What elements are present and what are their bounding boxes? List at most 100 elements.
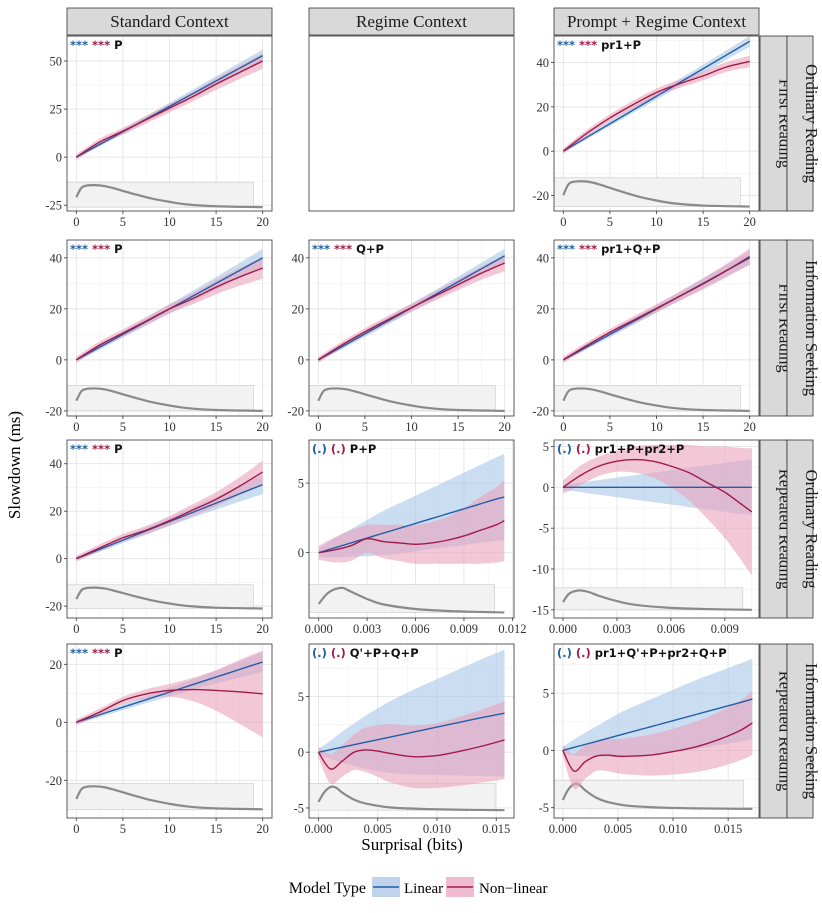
y-tick-label: 20 bbox=[292, 302, 305, 316]
x-tick-label: 0.005 bbox=[604, 822, 632, 836]
y-tick-label: 20 bbox=[537, 302, 550, 316]
row-strip-2-0 bbox=[759, 439, 788, 619]
y-tick-label: 20 bbox=[537, 100, 550, 114]
y-tick-label: 40 bbox=[537, 56, 550, 70]
panel-r3-c1: -5 0 5 0.000 0.005 0.010 0.015 (.) (.) Q'+P+Q+P bbox=[294, 643, 515, 836]
x-tick-label: 0.010 bbox=[423, 822, 451, 836]
y-tick-label: 0 bbox=[56, 552, 62, 566]
x-tick-label: 15 bbox=[697, 215, 710, 229]
y-tick-label: 40 bbox=[50, 251, 63, 265]
panel-r0-c1 bbox=[308, 35, 515, 212]
linear-line bbox=[76, 661, 263, 723]
significance-label: *** *** P bbox=[70, 646, 123, 660]
linear-line bbox=[562, 40, 751, 152]
row-strip-0-1 bbox=[786, 35, 814, 212]
significance-label: *** *** pr1+P bbox=[557, 38, 641, 52]
density-curve bbox=[317, 586, 505, 614]
x-tick-label: 20 bbox=[743, 215, 756, 229]
x-tick-label: 0.003 bbox=[353, 622, 381, 636]
x-tick-label: 0 bbox=[73, 420, 79, 434]
density-inset bbox=[309, 783, 496, 811]
y-tick-label: 5 bbox=[543, 687, 549, 701]
x-tick-label: 5 bbox=[120, 215, 126, 229]
x-tick-label: 0.009 bbox=[450, 622, 478, 636]
significance-label: *** *** P bbox=[70, 442, 123, 456]
y-tick-label: -20 bbox=[532, 404, 549, 418]
y-tick-label: -15 bbox=[532, 603, 549, 617]
nonlinear-line bbox=[76, 471, 264, 560]
panel-border bbox=[308, 439, 515, 619]
x-tick-label: 0.006 bbox=[401, 622, 429, 636]
x-axis-label: Surprisal (bits) bbox=[361, 835, 463, 854]
column-strip-0 bbox=[66, 7, 273, 36]
x-tick-label: 20 bbox=[256, 622, 269, 636]
legend: Model Type Linear Non−linear bbox=[289, 877, 547, 897]
x-tick-label: 0.009 bbox=[711, 622, 739, 636]
y-tick-label: 5 bbox=[543, 440, 549, 454]
density-curve bbox=[75, 586, 263, 610]
x-tick-label: 0 bbox=[73, 215, 79, 229]
density-curve bbox=[562, 180, 750, 208]
y-tick-label: 0 bbox=[56, 151, 62, 165]
significance-label: *** *** Q+P bbox=[312, 242, 384, 256]
x-tick-label: 0 bbox=[315, 420, 321, 434]
nonlinear-line bbox=[562, 255, 751, 361]
significance-label: (.) (.) pr1+Q'+P+pr2+Q+P bbox=[557, 646, 727, 660]
panel-r2-c2: -15 -10 -5 0 5 0.000 0.003 0.006 0.009 (.) (.) pr1+… bbox=[532, 439, 760, 636]
y-tick-label: 0 bbox=[543, 481, 549, 495]
y-tick-label: -10 bbox=[532, 563, 549, 577]
nonlinear-ci-band bbox=[76, 650, 263, 738]
y-tick-label: 40 bbox=[292, 251, 305, 265]
x-tick-label: 15 bbox=[697, 420, 710, 434]
nonlinear-ci-band bbox=[318, 480, 505, 564]
nonlinear-line bbox=[562, 458, 753, 513]
row-strip-label-0-1: Ordinary Reading bbox=[802, 64, 821, 183]
x-tick-label: 5 bbox=[362, 420, 368, 434]
panel-border bbox=[308, 643, 515, 819]
x-tick-label: 10 bbox=[650, 420, 663, 434]
x-tick-label: 0.000 bbox=[549, 622, 577, 636]
y-tick-label: -20 bbox=[45, 774, 62, 788]
x-tick-label: 20 bbox=[498, 420, 511, 434]
y-tick-label: -20 bbox=[45, 404, 62, 418]
y-tick-label: -5 bbox=[294, 801, 304, 815]
column-strip-label-2: Prompt + Regime Context bbox=[567, 12, 746, 31]
y-tick-label: 5 bbox=[298, 477, 304, 491]
column-strip-label-1: Regime Context bbox=[356, 12, 467, 31]
row-strip-1-0 bbox=[759, 239, 788, 417]
y-tick-label: -25 bbox=[45, 199, 62, 213]
nonlinear-line bbox=[317, 262, 505, 361]
nonlinear-line bbox=[562, 60, 750, 152]
x-tick-label: 5 bbox=[120, 420, 126, 434]
panel-r3-c0: -20 0 20 0 5 10 15 20 *** *** P bbox=[45, 643, 273, 836]
row-strip-label-1-1: Information Seeking bbox=[802, 260, 821, 396]
density-curve bbox=[317, 785, 505, 812]
y-tick-label: 0 bbox=[56, 353, 62, 367]
y-tick-label: -20 bbox=[532, 189, 549, 203]
row-strip-1-1 bbox=[786, 239, 814, 417]
y-tick-label: -20 bbox=[45, 600, 62, 614]
y-tick-label: 20 bbox=[50, 658, 63, 672]
legend-title: Model Type bbox=[289, 880, 366, 897]
y-tick-label: -20 bbox=[287, 404, 304, 418]
x-tick-label: 0 bbox=[73, 822, 79, 836]
nonlinear-ci-band bbox=[562, 690, 753, 790]
panel-r0-c0: -25 0 25 50 0 5 10 15 20 *** *** P bbox=[45, 35, 273, 229]
y-tick-label: 0 bbox=[543, 353, 549, 367]
panel-r1-c0: -20 0 20 40 0 5 10 15 20 *** *** P bbox=[45, 239, 273, 434]
x-tick-label: 0.003 bbox=[603, 622, 631, 636]
nonlinear-line bbox=[75, 60, 263, 158]
y-tick-label: 0 bbox=[543, 744, 549, 758]
x-tick-label: 0.000 bbox=[304, 822, 332, 836]
column-strip-1 bbox=[308, 7, 515, 36]
y-tick-label: 0 bbox=[56, 716, 62, 730]
row-strip-label-2-1: Ordinary Reading bbox=[802, 470, 821, 589]
x-tick-label: 0.015 bbox=[482, 822, 510, 836]
y-tick-label: 40 bbox=[537, 251, 550, 265]
y-tick-label: 20 bbox=[50, 302, 63, 316]
x-tick-label: 15 bbox=[210, 622, 223, 636]
y-tick-label: -5 bbox=[539, 801, 549, 815]
density-inset bbox=[554, 779, 744, 810]
linear-line bbox=[75, 55, 264, 158]
